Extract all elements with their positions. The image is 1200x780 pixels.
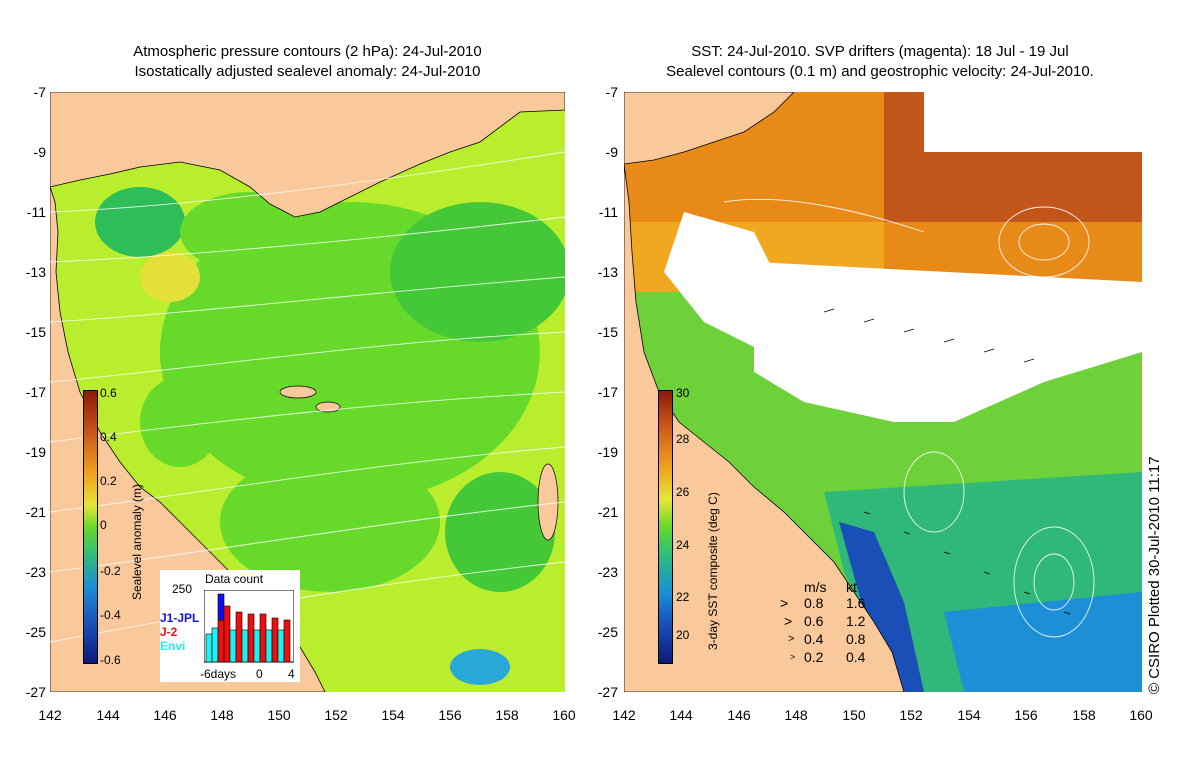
lat-tick: -23: [25, 564, 46, 580]
lon-tick: 154: [957, 707, 981, 723]
lon-tick: 144: [669, 707, 693, 723]
lat-tick: -11: [26, 204, 46, 220]
speed-legend-header-kt: kt: [846, 579, 857, 595]
sst-colorbar-label: 3-day SST composite (deg C): [706, 492, 720, 650]
lon-tick: 152: [324, 707, 348, 723]
arrow-icon: >: [780, 595, 789, 611]
cbar-tick: 24: [676, 538, 690, 552]
data-count-xlabel: -6days: [200, 667, 237, 681]
data-count-xlabel: 0: [256, 667, 263, 681]
lat-tick: -13: [597, 264, 618, 280]
lat-tick: -9: [605, 144, 618, 160]
speed-legend-header-ms: m/s: [804, 579, 827, 595]
cbar-tick: 26: [676, 485, 690, 499]
lon-tick: 144: [96, 707, 120, 723]
lat-tick: -15: [25, 324, 46, 340]
speed-kt: 0.4: [846, 649, 866, 665]
speed-kt: 1.2: [846, 613, 866, 629]
lon-tick: 142: [612, 707, 636, 723]
lat-tick: -21: [597, 504, 618, 520]
lat-tick: -17: [25, 384, 46, 400]
right-title-line1: SST: 24-Jul-2010. SVP drifters (magenta)…: [691, 43, 1069, 60]
sealevel-map: [50, 92, 565, 692]
lon-tick: 160: [1129, 707, 1153, 723]
lat-tick: -27: [597, 684, 618, 700]
lat-tick: -7: [605, 84, 618, 100]
speed-ms: 0.6: [804, 613, 824, 629]
sealevel-colorbar-label: Sealevel anomaly (m): [130, 483, 144, 600]
arrow-icon: >: [788, 633, 795, 645]
speed-ms: 0.8: [804, 595, 824, 611]
legend-envi: Envi: [160, 639, 186, 653]
lat-tick: -11: [598, 204, 618, 220]
lon-tick: 156: [1014, 707, 1038, 723]
lon-tick: 146: [153, 707, 177, 723]
lon-tick: 146: [727, 707, 751, 723]
cbar-tick: -0.6: [100, 653, 121, 667]
cbar-tick: -0.4: [100, 608, 121, 622]
lat-tick: -15: [597, 324, 618, 340]
plot-credit: © CSIRO Plotted 30-Jul-2010 11:17: [1146, 456, 1163, 694]
lat-tick: -21: [25, 504, 46, 520]
data-count-inset: Data count 250 J1-JPL J-2 Envi -6days 0 …: [160, 570, 300, 682]
legend-j2: J-2: [160, 625, 178, 639]
lon-tick: 148: [210, 707, 234, 723]
cbar-tick: 30: [676, 386, 690, 400]
arrow-icon: >: [784, 613, 793, 629]
right-title-line2: Sealevel contours (0.1 m) and geostrophi…: [666, 63, 1094, 80]
lon-tick: 154: [381, 707, 405, 723]
sst-colorbar: [658, 390, 673, 664]
cbar-tick: -0.2: [100, 564, 121, 578]
data-count-title: Data count: [205, 572, 264, 586]
lon-tick: 158: [495, 707, 519, 723]
speed-kt: 0.8: [846, 631, 866, 647]
cbar-tick: 22: [676, 590, 690, 604]
arrow-icon: >: [790, 652, 796, 662]
lat-tick: -23: [597, 564, 618, 580]
speed-ms: 0.2: [804, 649, 824, 665]
lon-tick: 158: [1072, 707, 1096, 723]
lat-tick: -25: [25, 624, 46, 640]
cbar-tick: 20: [676, 628, 690, 642]
lat-tick: -7: [33, 84, 46, 100]
lat-tick: -25: [597, 624, 618, 640]
speed-ms: 0.4: [804, 631, 824, 647]
lon-tick: 160: [552, 707, 576, 723]
sst-map: [624, 92, 1142, 692]
left-title-line1: Atmospheric pressure contours (2 hPa): 2…: [133, 43, 482, 60]
speed-kt: 1.6: [846, 595, 866, 611]
lat-tick: -17: [597, 384, 618, 400]
sealevel-colorbar: [83, 390, 98, 664]
lat-tick: -19: [597, 444, 618, 460]
lat-tick: -9: [33, 144, 46, 160]
lon-tick: 152: [899, 707, 923, 723]
data-count-ymax: 250: [172, 582, 193, 596]
cbar-tick: 28: [676, 432, 690, 446]
lat-tick: -13: [25, 264, 46, 280]
left-title-line2: Isostatically adjusted sealevel anomaly:…: [134, 63, 481, 80]
data-count-bars: [204, 590, 294, 663]
lat-tick: -27: [25, 684, 46, 700]
lon-tick: 142: [38, 707, 62, 723]
lat-tick: -19: [25, 444, 46, 460]
lon-tick: 148: [784, 707, 808, 723]
cbar-tick: 0.4: [100, 430, 117, 444]
cbar-tick: 0.6: [100, 386, 117, 400]
cbar-tick: 0.2: [100, 474, 117, 488]
lon-tick: 150: [842, 707, 866, 723]
legend-j1-jpl: J1-JPL: [160, 611, 200, 625]
lon-tick: 156: [438, 707, 462, 723]
cbar-tick: 0: [100, 518, 107, 532]
lon-tick: 150: [267, 707, 291, 723]
data-count-xlabel: 4: [288, 667, 295, 681]
